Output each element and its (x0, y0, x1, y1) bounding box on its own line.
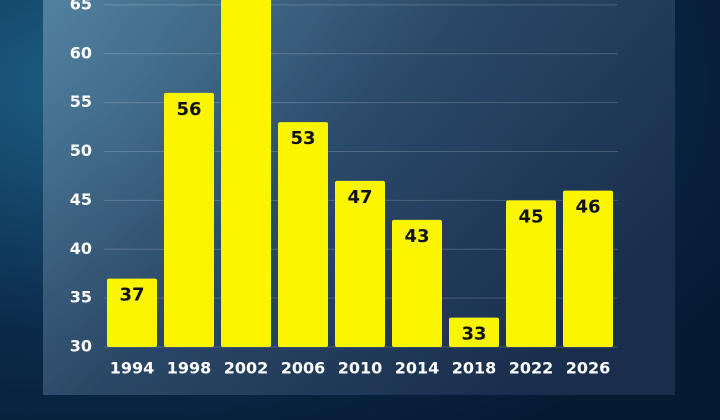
x-tick-label: 2018 (452, 359, 497, 378)
value-label: 33 (461, 324, 486, 345)
x-tick-label: 2026 (566, 359, 611, 378)
bar (563, 190, 613, 347)
y-tick-label: 30 (70, 337, 92, 356)
y-tick-label: 60 (70, 43, 92, 62)
y-tick-label: 50 (70, 141, 92, 160)
value-label: 37 (119, 285, 144, 306)
y-tick-label: 65 (70, 0, 92, 13)
bar (335, 180, 385, 347)
x-tick-label: 1994 (110, 359, 155, 378)
value-label: 47 (347, 187, 372, 208)
bar (392, 219, 442, 347)
y-tick-label: 55 (70, 92, 92, 111)
value-label: 56 (176, 99, 201, 120)
bar (107, 278, 157, 347)
value-label: 45 (518, 206, 543, 227)
bar (164, 92, 214, 347)
bar (449, 317, 499, 347)
value-label: 53 (290, 128, 315, 149)
x-tick-label: 2022 (509, 359, 554, 378)
bar (506, 200, 556, 347)
value-label: 68 (233, 0, 258, 3)
y-tick-label: 45 (70, 190, 92, 209)
y-tick-label: 40 (70, 239, 92, 258)
y-tick-label: 35 (70, 288, 92, 307)
x-tick-label: 2002 (224, 359, 269, 378)
x-tick-label: 1998 (167, 359, 212, 378)
value-label: 46 (575, 197, 600, 218)
x-tick-label: 2010 (338, 359, 383, 378)
x-tick-label: 2006 (281, 359, 326, 378)
bar (278, 122, 328, 347)
bar (221, 0, 271, 347)
value-label: 43 (404, 226, 429, 247)
x-tick-label: 2014 (395, 359, 440, 378)
